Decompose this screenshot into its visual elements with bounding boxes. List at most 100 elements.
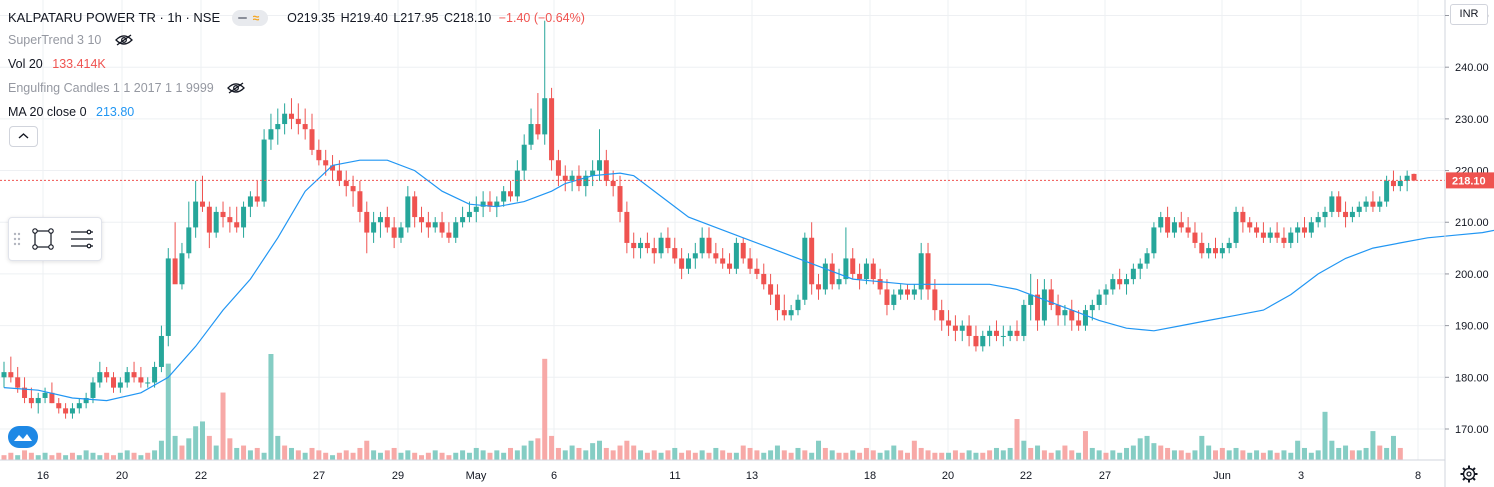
price-tick-label: 210.00 — [1455, 217, 1489, 229]
volume-bar — [1062, 445, 1068, 460]
volume-bar — [679, 452, 685, 460]
candle — [993, 320, 999, 342]
volume-bar — [473, 447, 479, 460]
candle — [870, 258, 876, 285]
collapse-chevron-icon — [18, 133, 29, 139]
settings-gear-icon[interactable] — [1459, 464, 1479, 484]
price-tick-label: 200.00 — [1455, 269, 1489, 281]
approx-icon: ≈ — [252, 10, 260, 25]
volume-bar — [1151, 443, 1157, 460]
candle — [555, 149, 561, 187]
candle-body — [391, 227, 397, 238]
volume-bar — [172, 435, 178, 460]
candle — [220, 201, 226, 228]
object-tree-icon[interactable] — [71, 229, 93, 249]
candle — [1130, 263, 1136, 285]
candle-body — [1288, 232, 1294, 243]
volume-bar — [1213, 450, 1219, 460]
candle — [357, 180, 363, 223]
indicator-supertrend[interactable]: SuperTrend 3 10 — [8, 31, 133, 49]
volume-bar — [1322, 411, 1328, 460]
candle — [42, 387, 48, 404]
candle — [952, 315, 958, 342]
volume-bar — [1349, 450, 1355, 460]
candle-body — [1124, 279, 1130, 285]
candle-body — [918, 253, 924, 290]
candle — [946, 310, 952, 336]
volume-bar — [152, 450, 158, 460]
collapse-legend-button[interactable] — [9, 126, 38, 147]
candle — [727, 253, 733, 274]
eye-off-icon[interactable] — [227, 82, 246, 94]
candle-body — [1343, 211, 1349, 218]
candle — [911, 284, 917, 300]
candle — [446, 222, 452, 243]
volume-bar — [227, 438, 233, 460]
candle — [1219, 242, 1225, 259]
chart-style-toggle[interactable]: ≈ — [231, 9, 268, 26]
price-tick-label: 170.00 — [1455, 424, 1489, 436]
volume-bar — [494, 450, 500, 460]
volume-bar — [1048, 452, 1054, 460]
candle — [179, 242, 185, 290]
time-tick-label: 22 — [1020, 470, 1032, 482]
volume-bar — [535, 438, 541, 460]
candle-body — [453, 222, 459, 238]
candle — [528, 108, 534, 150]
time-tick-label: 20 — [942, 470, 954, 482]
symbol-title[interactable]: KALPATARU POWER TR · 1h · NSE — [8, 10, 221, 25]
volume-bar — [508, 447, 514, 460]
candle-body — [63, 408, 69, 414]
tradingview-logo-icon[interactable] — [8, 426, 38, 448]
candle-body — [904, 289, 910, 295]
indicator-volume[interactable]: Vol 20 133.414K — [8, 55, 106, 73]
indicator-engulfing[interactable]: Engulfing Candles 1 1 2017 1 1 9999 — [8, 79, 246, 97]
candle-body — [549, 98, 555, 161]
volume-bar — [918, 447, 924, 460]
candle — [1151, 222, 1157, 259]
candle-body — [377, 217, 383, 223]
candle-body — [1397, 180, 1403, 187]
candle-body — [843, 258, 849, 280]
candle-body — [268, 129, 274, 140]
volume-bar — [925, 450, 931, 460]
drawing-tool-icon[interactable] — [32, 228, 54, 250]
candle-body — [117, 382, 123, 388]
candle-body — [713, 253, 719, 259]
volume-bar — [774, 445, 780, 460]
volume-bars — [1, 354, 1403, 460]
candle-body — [425, 222, 431, 228]
floating-drawing-toolbar[interactable] — [8, 217, 102, 261]
candle — [508, 180, 514, 202]
candle-body — [816, 284, 822, 290]
candle — [562, 165, 568, 192]
volume-bar — [542, 358, 548, 460]
candle — [1062, 304, 1068, 326]
candle — [1363, 196, 1369, 212]
candle-body — [158, 335, 164, 367]
candle-body — [42, 392, 48, 398]
candle-body — [1171, 222, 1177, 233]
candle — [165, 248, 171, 347]
currency-label[interactable]: INR — [1450, 4, 1488, 25]
candle — [713, 242, 719, 264]
drag-handle-icon[interactable] — [13, 232, 21, 246]
volume-bar — [1171, 450, 1177, 460]
candle-body — [76, 403, 82, 409]
volume-bar — [1, 455, 7, 460]
candle — [1343, 201, 1349, 228]
volume-bar — [939, 452, 945, 460]
candle — [535, 93, 541, 140]
candle-body — [460, 217, 466, 223]
candle-body — [980, 335, 986, 347]
volume-bar — [268, 354, 274, 460]
candle — [206, 201, 212, 249]
candle — [1329, 191, 1335, 218]
eye-off-icon[interactable] — [114, 34, 133, 46]
candle-body — [987, 330, 993, 336]
candle-body — [1226, 242, 1232, 249]
volume-bar — [877, 452, 883, 460]
indicator-ma[interactable]: MA 20 close 0 213.80 — [8, 103, 134, 121]
volume-bar — [158, 440, 164, 460]
